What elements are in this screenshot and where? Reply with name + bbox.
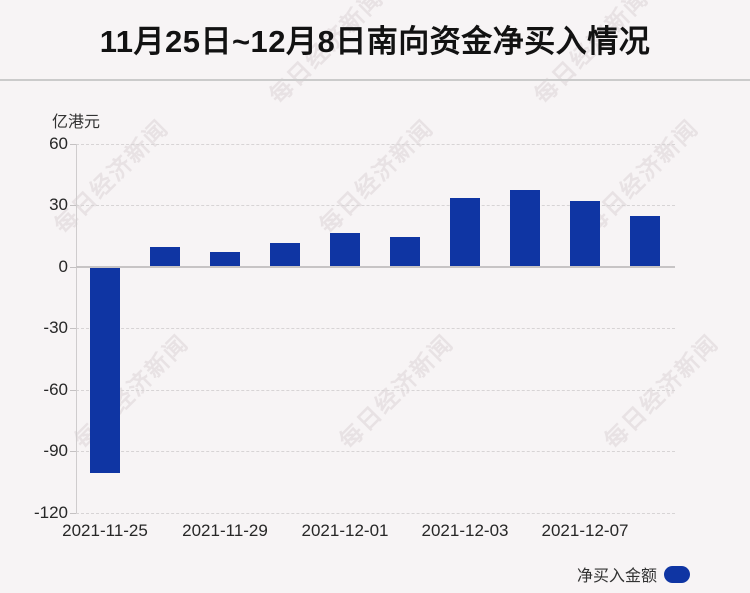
gridline bbox=[76, 389, 675, 391]
bar bbox=[390, 237, 420, 267]
bar bbox=[570, 201, 600, 267]
y-tick-mark bbox=[70, 328, 76, 329]
bar bbox=[330, 233, 360, 267]
legend-label: 净买入金额 bbox=[576, 568, 657, 585]
bar bbox=[150, 247, 180, 267]
y-tick-mark bbox=[70, 143, 76, 145]
y-tick-label: 30 bbox=[49, 195, 68, 214]
legend: 净买入金额 bbox=[577, 562, 690, 586]
bar bbox=[510, 190, 540, 267]
x-tick-label: 2021-11-25 bbox=[62, 521, 148, 540]
bar bbox=[450, 197, 480, 267]
y-tick-label: 60 bbox=[49, 133, 68, 153]
y-axis-line bbox=[76, 143, 77, 513]
bar bbox=[630, 215, 660, 267]
title-divider bbox=[0, 79, 750, 81]
gridline bbox=[76, 205, 675, 206]
bar bbox=[90, 267, 120, 473]
gridline bbox=[76, 143, 675, 145]
y-tick-label: -60 bbox=[43, 379, 68, 399]
y-tick-mark bbox=[70, 389, 76, 391]
y-axis-unit-label: 亿港元 bbox=[52, 114, 101, 131]
y-tick-mark bbox=[70, 512, 76, 514]
y-tick-label: -120 bbox=[33, 502, 68, 522]
y-tick-mark bbox=[70, 205, 76, 206]
y-tick-label: -90 bbox=[43, 441, 68, 460]
watermark-text: 每日经济新闻 bbox=[314, 114, 439, 239]
y-tick-label: 0 bbox=[58, 256, 68, 276]
x-tick-label: 2021-12-03 bbox=[421, 521, 509, 540]
legend-marker-icon bbox=[664, 565, 690, 583]
page-title: 11月25日~12月8日南向资金净买入情况 bbox=[99, 24, 651, 59]
y-tick-label: -30 bbox=[43, 318, 68, 337]
bar bbox=[270, 243, 300, 267]
x-tick-label: 2021-12-01 bbox=[301, 521, 389, 540]
y-tick-mark bbox=[70, 451, 76, 452]
zero-line bbox=[76, 265, 675, 268]
bar bbox=[210, 251, 240, 267]
x-tick-label: 2021-11-29 bbox=[182, 521, 268, 540]
gridline bbox=[76, 512, 675, 514]
gridline bbox=[76, 328, 675, 329]
gridline bbox=[76, 451, 675, 452]
y-tick-mark bbox=[70, 266, 76, 268]
x-tick-label: 2021-12-07 bbox=[541, 521, 629, 540]
